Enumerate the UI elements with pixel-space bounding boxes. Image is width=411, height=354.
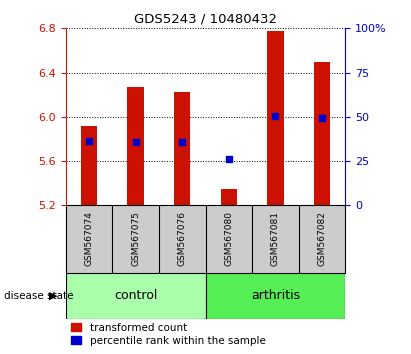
Text: GSM567080: GSM567080 — [224, 211, 233, 267]
Text: GSM567076: GSM567076 — [178, 211, 187, 267]
Bar — [174, 92, 190, 205]
Text: GSM567082: GSM567082 — [317, 211, 326, 267]
Text: disease state: disease state — [4, 291, 74, 301]
Bar — [314, 62, 330, 205]
Title: GDS5243 / 10480432: GDS5243 / 10480432 — [134, 13, 277, 26]
Text: control: control — [114, 289, 157, 302]
Text: GSM567081: GSM567081 — [271, 211, 280, 267]
Bar — [81, 126, 97, 205]
Bar — [66, 273, 206, 319]
Bar — [127, 87, 144, 205]
Bar — [206, 273, 345, 319]
Bar — [267, 30, 284, 205]
Text: arthritis: arthritis — [251, 289, 300, 302]
Text: ▶: ▶ — [49, 291, 58, 301]
Bar — [221, 189, 237, 205]
Text: GSM567075: GSM567075 — [131, 211, 140, 267]
Legend: transformed count, percentile rank within the sample: transformed count, percentile rank withi… — [71, 323, 266, 346]
Text: GSM567074: GSM567074 — [85, 211, 94, 267]
